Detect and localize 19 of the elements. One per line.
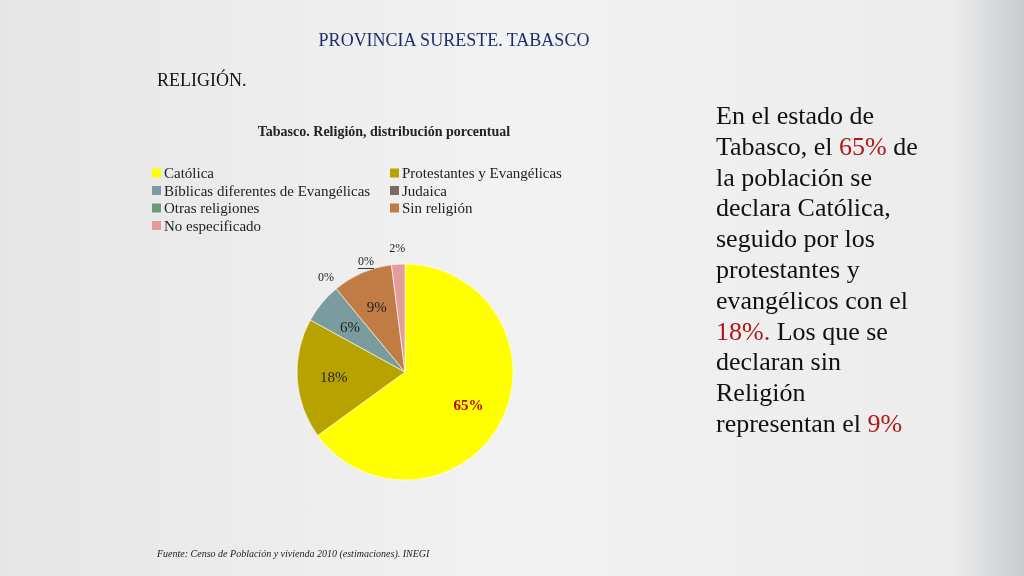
data-label: 9% [366, 298, 387, 315]
legend-label: Católica [164, 165, 215, 182]
text: 0% [357, 253, 374, 268]
text: 0% [317, 269, 334, 284]
text: RELIGIÓN. [157, 69, 247, 90]
legend-label: No especificado [164, 217, 262, 234]
legend-label: Protestantes y Evangélicas [402, 165, 563, 182]
text: En el estado de Tabasco, el 65% de la población se declara Católica, seguido por los protestantes y evangélicos con el 18%. Los que se declaran sin Religión representan el 9% [716, 101, 918, 438]
legend-label: Otras religiones [164, 200, 260, 217]
legend-label: Judaica [402, 182, 448, 199]
data-label: 18% [320, 368, 348, 385]
data-label: 6% [340, 318, 361, 335]
text: PROVINCIA SURESTE. TABASCO [318, 30, 590, 50]
data-label: 2% [389, 241, 406, 256]
legend-label: Bíblicas diferentes de Evangélicas [164, 182, 371, 199]
source-note: Fuente: Censo de Población y vivienda 2010 (estimaciones). INEGI [156, 548, 431, 560]
legend-label: Sin religión [402, 200, 473, 217]
data-label: 65% [453, 396, 484, 413]
chart-title: Tabasco. Religión, distribución porcentual [257, 124, 511, 139]
